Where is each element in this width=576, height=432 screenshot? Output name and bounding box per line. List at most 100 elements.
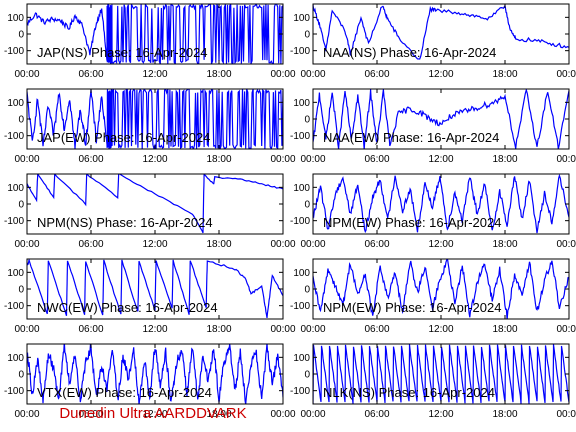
x-tick-label: 18:00 [492, 154, 517, 165]
x-tick-label: 06:00 [364, 239, 389, 250]
x-tick-label: 00:00 [300, 409, 325, 420]
x-tick-label: 12:00 [428, 154, 453, 165]
y-tick-label: 0 [304, 115, 310, 126]
x-tick-label: 00:00 [556, 239, 576, 250]
y-tick-label: 100 [293, 353, 310, 364]
phase-panel-1: 100 0 -100 00:00 06:00 12:00 18:00 00:00 JAP(NS)… [4, 3, 296, 80]
x-tick-label: 00:00 [300, 69, 325, 80]
y-tick-label: -100 [4, 216, 24, 227]
y-tick-label: -100 [290, 216, 310, 227]
phase-series-line [313, 259, 569, 319]
y-tick-label: 100 [7, 98, 24, 109]
x-tick-label: 06:00 [364, 69, 389, 80]
phase-panel-10: 100 0 -100 00:00 06:00 12:00 18:00 00:00 NLK(NS)… [290, 343, 576, 420]
x-tick-label: 12:00 [428, 409, 453, 420]
x-tick-label: 00:00 [270, 69, 295, 80]
x-tick-label: 06:00 [78, 69, 103, 80]
phase-series-line [27, 259, 283, 318]
x-tick-label: 00:00 [14, 69, 39, 80]
phase-panel-2: 100 0 -100 00:00 06:00 12:00 18:00 00:00 NAA(NS)… [290, 3, 576, 80]
plot-area [313, 174, 569, 234]
panel-title: NPM(EW) Phase: 16-Apr-2024 [323, 300, 501, 315]
plot-area [27, 4, 283, 64]
phase-series-line [313, 89, 569, 149]
x-tick-label: 00:00 [300, 239, 325, 250]
x-tick-label: 12:00 [142, 409, 167, 420]
y-tick-label: 0 [304, 30, 310, 41]
x-tick-label: 18:00 [492, 409, 517, 420]
x-tick-label: 00:00 [300, 154, 325, 165]
y-tick-label: 100 [7, 13, 24, 24]
x-tick-label: 18:00 [206, 409, 231, 420]
x-tick-label: 12:00 [428, 324, 453, 335]
x-tick-label: 18:00 [492, 239, 517, 250]
x-tick-label: 12:00 [142, 324, 167, 335]
y-tick-label: -100 [4, 301, 24, 312]
y-tick-label: 100 [293, 98, 310, 109]
y-tick-label: 0 [304, 370, 310, 381]
x-tick-label: 00:00 [270, 324, 295, 335]
x-tick-label: 00:00 [270, 239, 295, 250]
y-tick-label: 100 [293, 183, 310, 194]
y-tick-label: 100 [7, 353, 24, 364]
phase-panel-9: 100 0 -100 00:00 06:00 12:00 18:00 00:00 VTX(EW)… [4, 343, 296, 420]
y-tick-label: -100 [4, 46, 24, 57]
x-tick-label: 00:00 [14, 239, 39, 250]
panel-title: NAA(NS) Phase: 16-Apr-2024 [323, 45, 496, 60]
phase-series-line [27, 344, 283, 404]
phase-series-line [27, 4, 283, 64]
phase-panel-3: 100 0 -100 00:00 06:00 12:00 18:00 00:00 JAP(EW)… [4, 88, 296, 165]
credit-text: Dunedin Ultra AARDDVARK [59, 405, 246, 422]
phase-panel-5: 100 0 -100 00:00 06:00 12:00 18:00 00:00 NPM(NS)… [4, 173, 296, 250]
panel-title: NPM(EW) Phase: 16-Apr-2024 [323, 215, 501, 230]
x-tick-label: 00:00 [300, 324, 325, 335]
y-tick-label: 100 [293, 268, 310, 279]
y-tick-label: 100 [7, 183, 24, 194]
x-tick-label: 18:00 [206, 154, 231, 165]
y-tick-label: 0 [304, 200, 310, 211]
x-tick-label: 12:00 [428, 69, 453, 80]
phase-series-line [313, 174, 569, 234]
phase-panel-7: 100 0 -100 00:00 06:00 12:00 18:00 00:00 NWC(EW)… [4, 258, 296, 335]
y-tick-label: 100 [7, 268, 24, 279]
x-tick-label: 00:00 [14, 324, 39, 335]
y-tick-label: 0 [304, 285, 310, 296]
x-tick-label: 12:00 [428, 239, 453, 250]
x-tick-label: 12:00 [142, 69, 167, 80]
panel-title: NPM(NS) Phase: 16-Apr-2024 [37, 215, 213, 230]
panel-title: JAP(NS) Phase: 16-Apr-2024 [37, 45, 208, 60]
x-tick-label: 18:00 [206, 324, 231, 335]
plot-area [27, 344, 283, 404]
x-tick-label: 00:00 [556, 154, 576, 165]
x-tick-label: 12:00 [142, 154, 167, 165]
phase-panel-8: 100 0 -100 00:00 06:00 12:00 18:00 00:00 NPM(EW)… [290, 258, 576, 335]
x-tick-label: 18:00 [206, 69, 231, 80]
plot-area [313, 259, 569, 319]
x-tick-label: 00:00 [14, 154, 39, 165]
x-tick-label: 06:00 [78, 409, 103, 420]
x-tick-label: 06:00 [78, 154, 103, 165]
x-tick-label: 18:00 [492, 324, 517, 335]
plot-area [27, 259, 283, 318]
x-tick-label: 00:00 [270, 409, 295, 420]
panels: 100 0 -100 00:00 06:00 12:00 18:00 00:00 JAP(NS)… [4, 3, 576, 420]
x-tick-label: 18:00 [492, 69, 517, 80]
x-tick-label: 06:00 [364, 409, 389, 420]
y-tick-label: -100 [290, 46, 310, 57]
x-tick-label: 06:00 [78, 324, 103, 335]
x-tick-label: 06:00 [364, 154, 389, 165]
y-tick-label: 0 [18, 285, 24, 296]
x-tick-label: 00:00 [556, 324, 576, 335]
y-tick-label: 0 [18, 30, 24, 41]
x-tick-label: 00:00 [556, 409, 576, 420]
y-tick-label: -100 [290, 301, 310, 312]
x-tick-label: 18:00 [206, 239, 231, 250]
y-tick-label: -100 [290, 131, 310, 142]
plot-area [27, 89, 283, 149]
y-tick-label: 0 [18, 370, 24, 381]
x-tick-label: 06:00 [364, 324, 389, 335]
y-tick-label: -100 [4, 131, 24, 142]
x-tick-label: 00:00 [14, 409, 39, 420]
phase-series-line [313, 4, 569, 60]
